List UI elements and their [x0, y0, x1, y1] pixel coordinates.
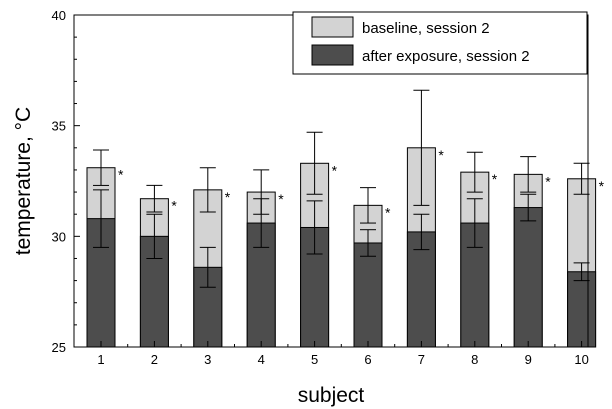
significance-marker-6: * [385, 204, 391, 220]
significance-marker-5: * [332, 162, 338, 178]
significance-marker-8: * [492, 171, 498, 187]
bars-layer [86, 147, 597, 348]
legend-swatch-baseline [311, 16, 354, 38]
significance-marker-10: * [599, 178, 605, 194]
x-tick-label-4: 4 [258, 352, 265, 367]
bar-after-exposure-9 [513, 207, 543, 348]
x-tick-label-2: 2 [151, 352, 158, 367]
significance-marker-9: * [545, 173, 551, 189]
y-tick-label-40: 40 [52, 8, 66, 23]
y-tick-label-30: 30 [52, 229, 66, 244]
significance-marker-7: * [438, 147, 444, 163]
legend-label-baseline: baseline, session 2 [362, 20, 490, 37]
x-tick-label-1: 1 [97, 352, 104, 367]
x-tick-label-8: 8 [471, 352, 478, 367]
x-tick-label-9: 9 [525, 352, 532, 367]
legend-label-after-exposure: after exposure, session 2 [362, 48, 530, 65]
ticks-layer: 25 30 35 40 1 2 3 4 5 6 7 8 9 10 [52, 8, 589, 367]
bar-after-exposure-7 [406, 231, 436, 348]
significance-marker-4: * [278, 191, 284, 207]
significance-marker-3: * [225, 189, 231, 205]
x-tick-label-3: 3 [204, 352, 211, 367]
significance-markers-layer: * * * * * * * * * * [118, 147, 605, 221]
legend: baseline, session 2 after exposure, sess… [292, 11, 588, 75]
significance-marker-2: * [171, 198, 177, 214]
y-tick-label-35: 35 [52, 119, 66, 134]
x-tick-label-6: 6 [364, 352, 371, 367]
x-tick-label-10: 10 [574, 352, 588, 367]
x-axis-title: subject [298, 384, 365, 407]
x-tick-label-7: 7 [418, 352, 425, 367]
y-tick-label-25: 25 [52, 340, 66, 355]
bar-after-exposure-10 [567, 271, 597, 348]
significance-marker-1: * [118, 167, 124, 183]
bar-after-exposure-6 [353, 242, 383, 348]
legend-swatch-after-exposure [311, 44, 354, 66]
y-axis-title: temperature, °C [12, 107, 35, 255]
x-tick-label-5: 5 [311, 352, 318, 367]
bar-after-exposure-8 [460, 222, 490, 348]
error-bars-layer [93, 89, 590, 288]
